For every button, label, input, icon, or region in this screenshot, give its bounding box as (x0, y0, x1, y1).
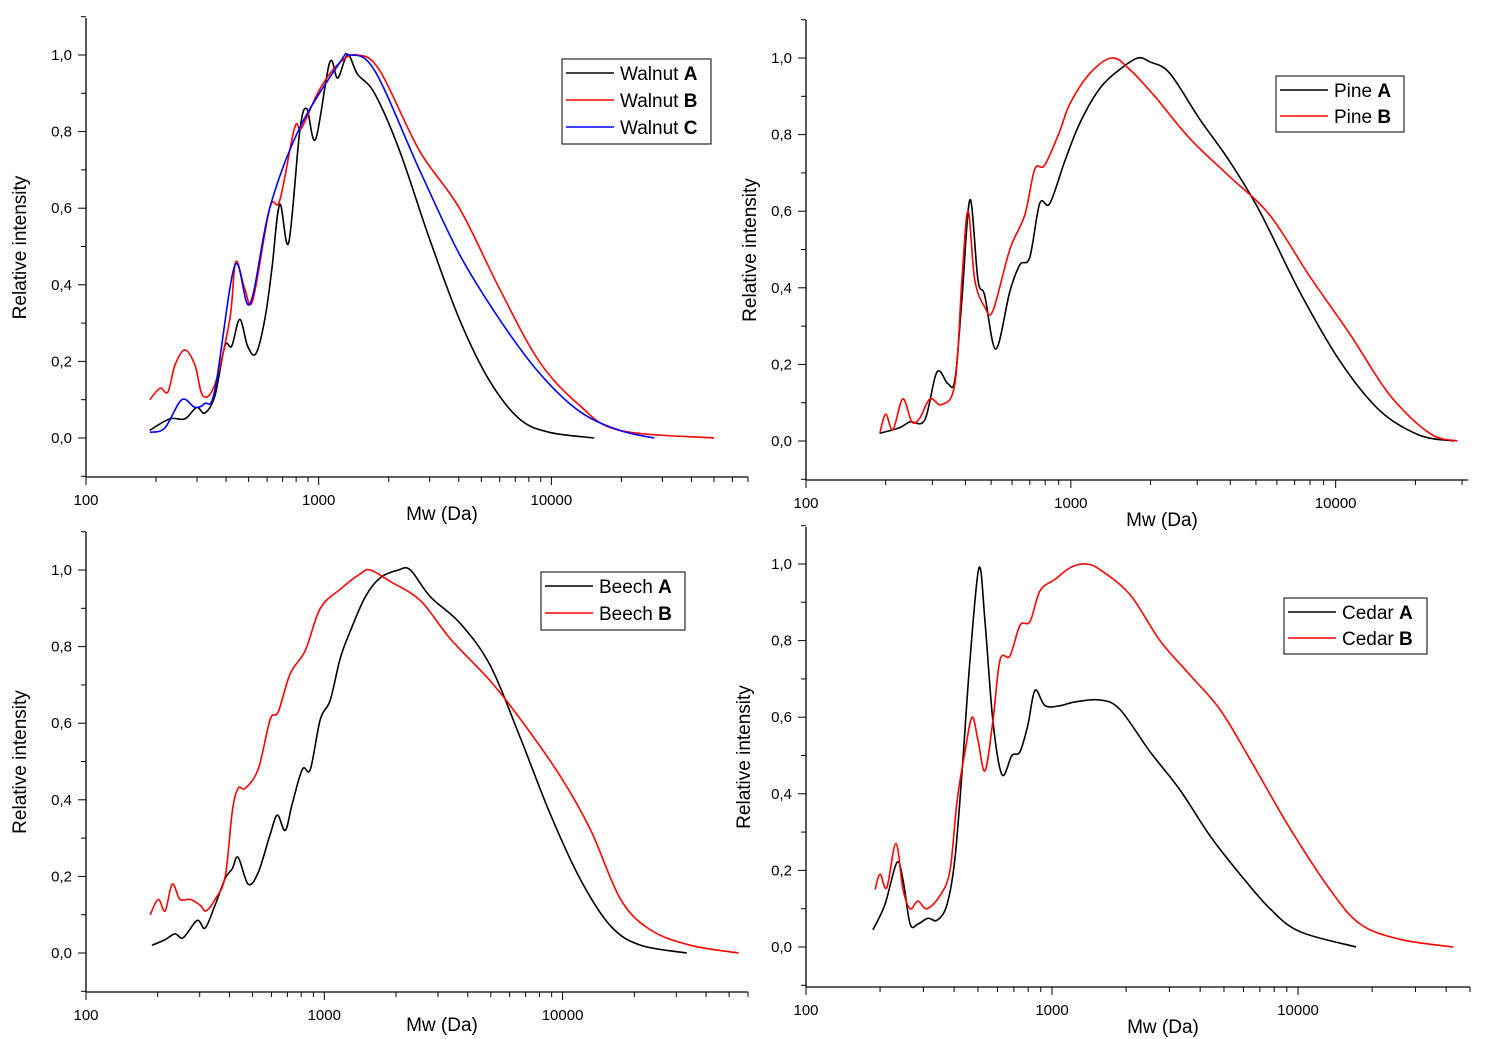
legend-label-name: Walnut (620, 118, 684, 139)
legend-label-name: Pine (1334, 107, 1377, 128)
x-axis-title: Mw (Da) (406, 1015, 478, 1036)
chart-panel-walnut: 0,0 0,2 0,4 0,6 0,8 1,0 100 1000 10000 Mw (Da) Rel… (10, 16, 749, 525)
y-tick-label: 0,6 (771, 709, 792, 726)
y-tick-label: 0,6 (51, 200, 72, 217)
series-line-beech-b (149, 568, 739, 954)
series-line-walnut-b (149, 53, 715, 439)
series-line-pine-a (879, 56, 1455, 442)
x-tick-label: 10000 (1315, 495, 1357, 512)
x-tick-label: 1000 (302, 492, 335, 509)
legend-label-name: Beech (599, 604, 658, 625)
legend-label-name: Cedar (1342, 603, 1399, 624)
y-tick-label: 0,0 (51, 945, 72, 962)
y-tick-label: 1,0 (51, 562, 72, 579)
legend-label: Pine A (1334, 81, 1391, 102)
y-tick-label: 0,6 (771, 203, 792, 220)
y-tick-label: 0,2 (51, 868, 72, 885)
legend-label: Walnut C (620, 118, 698, 139)
legend-label-suffix: A (684, 64, 698, 85)
legend-label-name: Walnut (620, 64, 684, 85)
x-tick-label: 10000 (531, 492, 573, 509)
x-tick-label: 1000 (1035, 1002, 1068, 1019)
x-tick-label: 100 (73, 492, 98, 509)
legend-label-suffix: B (1399, 629, 1413, 650)
y-tick-label: 0,4 (51, 792, 72, 809)
x-axis-title: Mw (Da) (1127, 1017, 1199, 1038)
legend-label-suffix: A (1399, 603, 1413, 624)
legend-label: Pine B (1334, 107, 1391, 128)
legend-box (540, 571, 686, 631)
y-tick-label: 0,4 (771, 786, 792, 803)
legend-label-suffix: B (684, 91, 698, 112)
legend-label: Beech B (599, 604, 672, 625)
y-axis-title: Relative intensity (734, 685, 755, 829)
legend-label-name: Walnut (620, 91, 684, 112)
y-tick-label: 0,4 (771, 280, 792, 297)
y-tick-label: 0,2 (771, 862, 792, 879)
legend-label-name: Pine (1334, 81, 1377, 102)
y-axis-title: Relative intensity (740, 178, 761, 322)
legend-label: Beech A (599, 577, 672, 598)
legend-box (1275, 75, 1405, 133)
legend-label-suffix: B (658, 604, 672, 625)
chart-panel-cedar: 0,0 0,2 0,4 0,6 0,8 1,0 100 1000 10000 Mw (Da) Rel… (734, 525, 1471, 1038)
x-tick-label: 100 (73, 1007, 98, 1024)
y-tick-label: 1,0 (771, 50, 792, 67)
legend-box (1283, 597, 1428, 655)
legend-label-name: Cedar (1342, 629, 1399, 650)
y-axis-title: Relative intensity (10, 690, 31, 834)
y-tick-label: 0,0 (51, 430, 72, 447)
x-tick-label: 10000 (542, 1007, 584, 1024)
y-tick-label: 0,6 (51, 715, 72, 732)
legend-label-name: Beech (599, 577, 658, 598)
legend-label-suffix: C (684, 118, 698, 139)
x-tick-label: 1000 (308, 1007, 341, 1024)
x-axis-title: Mw (Da) (406, 504, 478, 525)
chart-panel-beech: 0,0 0,2 0,4 0,6 0,8 1,0 100 1000 10000 Mw (Da) Rel… (10, 531, 749, 1036)
legend-label: Cedar B (1342, 629, 1413, 650)
chart-panel-pine: 0,0 0,2 0,4 0,6 0,8 1,0 100 1000 10000 Mw (Da) Rel… (740, 19, 1468, 531)
legend-label: Cedar A (1342, 603, 1413, 624)
y-tick-label: 0,2 (51, 353, 72, 370)
series-line-cedar-a (872, 566, 1357, 948)
y-tick-label: 1,0 (51, 47, 72, 64)
series-line-walnut-a (149, 54, 595, 439)
y-tick-label: 0,0 (771, 433, 792, 450)
y-tick-label: 0,8 (771, 633, 792, 650)
series-line-beech-a (151, 566, 687, 954)
legend-label-suffix: A (1377, 81, 1391, 102)
x-tick-label: 100 (793, 495, 818, 512)
series-line-cedar-b (874, 563, 1454, 948)
y-tick-label: 1,0 (771, 556, 792, 573)
legend-label: Walnut A (620, 64, 698, 85)
x-axis-title: Mw (Da) (1126, 510, 1198, 531)
series-line-pine-b (879, 57, 1458, 442)
x-tick-label: 1000 (1054, 495, 1087, 512)
legend-label-suffix: B (1377, 107, 1391, 128)
y-tick-label: 0,0 (771, 939, 792, 956)
y-tick-label: 0,8 (51, 639, 72, 656)
x-tick-label: 100 (793, 1002, 818, 1019)
y-tick-label: 0,4 (51, 277, 72, 294)
y-tick-label: 0,2 (771, 356, 792, 373)
legend-label-suffix: A (658, 577, 672, 598)
series-line-walnut-c (149, 52, 655, 439)
legend-label: Walnut B (620, 91, 697, 112)
y-tick-label: 0,8 (771, 127, 792, 144)
y-tick-label: 0,8 (51, 124, 72, 141)
x-tick-label: 10000 (1277, 1002, 1319, 1019)
y-axis-title: Relative intensity (10, 175, 31, 319)
